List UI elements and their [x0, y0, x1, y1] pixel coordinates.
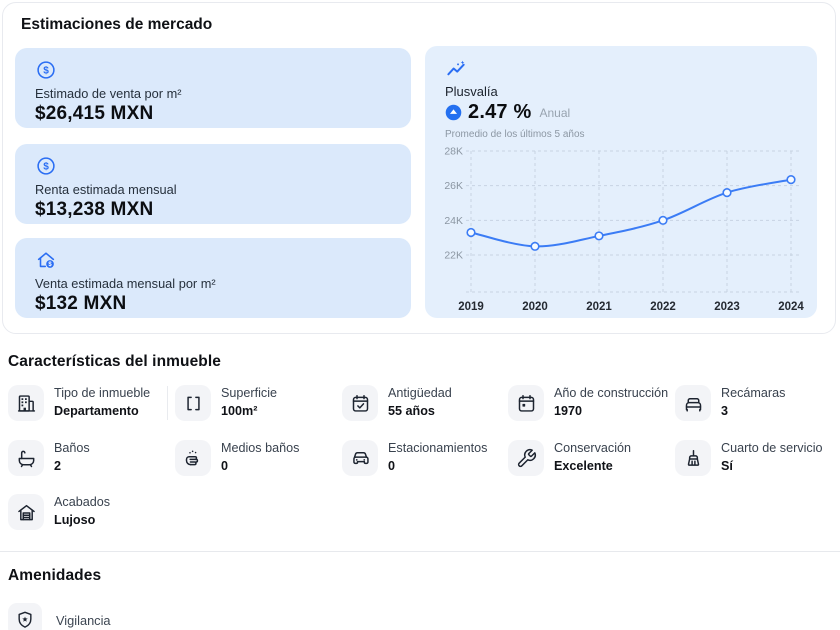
feature-label: Cuarto de servicio — [721, 441, 823, 455]
feature-value: Lujoso — [54, 512, 96, 527]
amenity-label: Vigilancia — [56, 612, 111, 628]
plusvalia-rate: 2.47 % — [468, 101, 532, 123]
plusvalia-chart: 22K 24K 26K 28K 2019 2020 2021 2022 2023 2024 — [444, 146, 804, 314]
plusvalia-card: Plusvalía 2.47 % Anual Promedio de los ú… — [425, 46, 817, 318]
feature-item-conservaci-n: Conservación Excelente — [508, 440, 672, 476]
feature-label: Antigüedad — [388, 386, 452, 400]
feature-item-a-o-de-construcci-n: Año de construcción 1970 — [508, 385, 672, 421]
estimate-value: $132 MXN — [35, 293, 127, 314]
amenity-item-vigilancia: Vigilancia — [8, 603, 111, 630]
feature-label: Año de construcción — [554, 386, 669, 400]
y-tick-label: 24K — [444, 215, 463, 227]
estimate-card-monthly-rent: $ Renta estimada mensual $13,238 MXN — [15, 144, 411, 224]
feature-label: Baños — [54, 441, 90, 455]
bathtub-icon — [8, 440, 44, 476]
bed-icon — [675, 385, 711, 421]
feature-label: Tipo de inmueble — [54, 386, 151, 400]
feature-item-acabados: Acabados Lujoso — [8, 494, 172, 530]
feature-value: Sí — [721, 458, 733, 473]
feature-item-antig-edad: Antigüedad 55 años — [342, 385, 506, 421]
x-tick-label: 2022 — [650, 301, 676, 313]
feature-item-superficie: Superficie 100m² — [175, 385, 339, 421]
feature-value: 0 — [221, 458, 229, 473]
estimate-value: $13,238 MXN — [35, 199, 154, 220]
dollar-circle-icon: $ — [37, 61, 55, 79]
feature-value: 1970 — [554, 403, 583, 418]
chart-point-2019 — [466, 227, 476, 238]
chart-point-2024 — [786, 174, 796, 185]
chart-point-2023 — [722, 187, 732, 198]
half-bath-icon — [175, 440, 211, 476]
chart-point-2022 — [658, 215, 668, 225]
y-tick-label: 26K — [444, 180, 463, 192]
feature-value: 0 — [388, 458, 396, 473]
plusvalia-subtitle: Promedio de los últimos 5 años — [445, 129, 585, 140]
x-tick-label: 2021 — [586, 301, 612, 313]
feature-item-estacionamientos: Estacionamientos 0 — [342, 440, 506, 476]
chart-point-2021 — [594, 231, 604, 241]
car-icon — [342, 440, 378, 476]
feature-value: 2 — [54, 458, 62, 473]
feature-item-rec-maras: Recámaras 3 — [675, 385, 839, 421]
house-dollar-icon: $ — [37, 252, 55, 268]
garage-icon — [8, 494, 44, 530]
chart-line — [470, 178, 792, 248]
trend-sparkle-icon — [447, 60, 465, 76]
plusvalia-title: Plusvalía — [445, 84, 498, 99]
estimate-value: $26,415 MXN — [35, 103, 154, 124]
chart-point-2020 — [530, 241, 540, 251]
x-tick-label: 2020 — [522, 301, 548, 313]
svg-text:$: $ — [43, 65, 49, 76]
x-tick-label: 2024 — [778, 301, 804, 313]
svg-text:$: $ — [48, 262, 52, 268]
feature-item-ba-os: Baños 2 — [8, 440, 172, 476]
building-icon — [8, 385, 44, 421]
shield-star-icon — [8, 603, 42, 630]
y-tick-label: 22K — [444, 250, 463, 262]
plusvalia-rate-row: 2.47 % Anual — [445, 101, 570, 124]
estimate-label: Renta estimada mensual — [35, 182, 177, 197]
feature-label: Acabados — [54, 495, 111, 509]
area-brackets-icon — [175, 385, 211, 421]
feature-item-tipo-de-inmueble: Tipo de inmueble Departamento — [8, 385, 172, 421]
dollar-circle-icon: $ — [37, 157, 55, 175]
section-divider — [0, 551, 840, 552]
feature-label: Conservación — [554, 441, 632, 455]
features-title: Características del inmueble — [8, 353, 222, 370]
estimate-card-monthly-sale-per-m2: $ Venta estimada mensual por m² $132 MXN — [15, 238, 411, 318]
arrow-up-circle-icon — [445, 104, 462, 121]
calendar-check-icon — [342, 385, 378, 421]
feature-value: 3 — [721, 403, 729, 418]
tools-icon — [508, 440, 544, 476]
feature-column-divider — [167, 386, 168, 420]
x-tick-label: 2023 — [714, 301, 740, 313]
market-estimates-title: Estimaciones de mercado — [21, 16, 213, 33]
estimate-card-sale-per-m2: $ Estimado de venta por m² $26,415 MXN — [15, 48, 411, 128]
svg-text:$: $ — [43, 161, 49, 172]
plusvalia-header — [445, 58, 468, 81]
feature-value: 100m² — [221, 403, 258, 418]
estimate-label: Estimado de venta por m² — [35, 86, 182, 101]
feature-item-medios-ba-os: Medios baños 0 — [175, 440, 339, 476]
amenities-title: Amenidades — [8, 567, 102, 584]
feature-value: Departamento — [54, 403, 139, 418]
feature-value: Excelente — [554, 458, 613, 473]
feature-label: Recámaras — [721, 386, 786, 400]
plusvalia-period: Anual — [539, 105, 571, 120]
feature-value: 55 años — [388, 403, 435, 418]
y-tick-label: 28K — [444, 146, 463, 158]
feature-label: Superficie — [221, 386, 278, 400]
feature-label: Estacionamientos — [388, 441, 488, 455]
broom-icon — [675, 440, 711, 476]
x-tick-label: 2019 — [458, 301, 484, 313]
feature-item-cuarto-de-servicio: Cuarto de servicio Sí — [675, 440, 839, 476]
feature-label: Medios baños — [221, 441, 300, 455]
estimate-label: Venta estimada mensual por m² — [35, 276, 216, 291]
market-estimates-card: Estimaciones de mercado $ Estimado de ve… — [2, 2, 836, 334]
calendar-icon — [508, 385, 544, 421]
